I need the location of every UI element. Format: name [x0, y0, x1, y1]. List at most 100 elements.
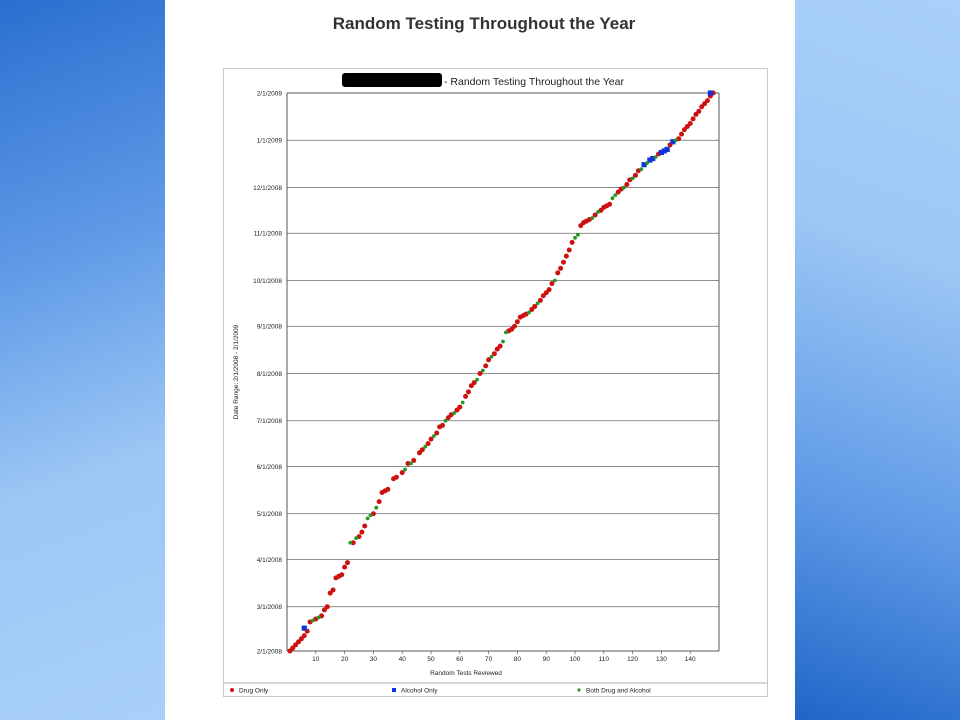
both-point [403, 467, 407, 472]
x-tick-label: 40 [399, 656, 407, 663]
both-point [374, 505, 379, 510]
x-tick-label: 140 [685, 656, 696, 663]
drug-only-point [549, 281, 555, 287]
drug-only-point [342, 564, 348, 570]
both-point [460, 400, 465, 405]
both-point [475, 377, 479, 382]
right-blue-gradient-band [795, 0, 960, 720]
drug-only-point [393, 474, 399, 480]
alcohol-only-point [641, 162, 647, 168]
scatter-chart: - Random Testing Throughout the Year 2/1… [224, 73, 767, 694]
x-tick-label: 10 [312, 656, 320, 663]
redacted-title-prefix [342, 73, 442, 87]
drug-only-point [465, 389, 471, 395]
x-tick-label: 20 [341, 656, 349, 663]
both-point [354, 536, 359, 541]
drug-only-point [301, 633, 307, 639]
drug-only-point [457, 404, 463, 410]
drug-only-point [486, 357, 492, 363]
both-point [610, 196, 615, 201]
both-point [503, 330, 508, 335]
drug-only-point [477, 371, 483, 377]
both-point [452, 411, 456, 416]
chart-frame: - Random Testing Throughout the Year 2/1… [223, 68, 768, 697]
drug-only-point [440, 422, 446, 428]
alcohol-only-point [707, 90, 713, 96]
legend-both-label: Both Drug and Alcohol [586, 687, 651, 694]
drug-only-point [344, 560, 350, 566]
y-tick-label: 2/1/2008 [257, 648, 283, 655]
drug-only-point [687, 120, 693, 126]
drug-only-point [405, 460, 411, 466]
slide: Random Testing Throughout the Year - Ran… [165, 0, 795, 720]
both-point [596, 210, 600, 214]
y-tick-label: 5/1/2008 [257, 511, 283, 518]
drug-only-point [704, 98, 710, 104]
y-tick-label: 7/1/2008 [257, 418, 283, 425]
chart-title: - Random Testing Throughout the Year [444, 76, 624, 88]
both-point [527, 310, 531, 315]
drug-only-point [679, 131, 685, 137]
drug-only-point [607, 201, 613, 207]
y-tick-label: 11/1/2008 [254, 231, 283, 238]
drug-only-point [411, 457, 417, 463]
x-tick-label: 130 [656, 656, 667, 663]
gridlines [287, 92, 719, 652]
drug-only-point [555, 270, 561, 276]
drug-only-point [566, 247, 572, 253]
both-point [316, 615, 321, 620]
drug-only-point [362, 523, 368, 529]
both-point [673, 138, 678, 143]
both-point [365, 516, 370, 521]
x-tick-label: 110 [599, 656, 610, 663]
drug-only-point [514, 319, 520, 325]
both-point [590, 216, 595, 220]
x-tick-label: 70 [485, 656, 493, 663]
both-point [573, 235, 577, 240]
y-tick-labels: 2/1/2008 3/1/2008 4/1/2008 5/1/2008 6/1/2008… [253, 90, 282, 655]
x-tick-label: 120 [627, 656, 638, 663]
x-tick-label: 50 [427, 656, 435, 663]
drug-only-point [376, 499, 382, 505]
drug-only-point [425, 441, 431, 447]
legend-both-marker [577, 688, 581, 692]
alcohol-only-point [301, 625, 307, 631]
drug-only-point [592, 212, 598, 218]
drug-only-point [483, 363, 489, 369]
drug-only-point [560, 259, 566, 265]
drug-only-point [399, 470, 405, 476]
alcohol-only-point [670, 139, 676, 145]
drug-only-point [359, 529, 365, 535]
x-tick-label: 60 [456, 656, 464, 663]
both-point [622, 185, 626, 190]
drug-only-point [497, 343, 503, 349]
y-tick-label: 4/1/2008 [257, 557, 283, 564]
x-tick-label: 90 [543, 656, 551, 663]
drug-only-point [471, 380, 477, 386]
x-axis-label: Random Tests Reviewed [430, 670, 502, 677]
drug-only-point [624, 181, 630, 187]
both-point [639, 167, 644, 172]
both-point [552, 278, 557, 283]
both-point [368, 513, 373, 518]
drug-only-point [558, 265, 564, 271]
alcohol-only-point [647, 157, 653, 163]
drug-only-point [434, 430, 440, 436]
slide-title: Random Testing Throughout the Year [332, 14, 636, 33]
drug-only-point [512, 323, 518, 329]
drug-only-point [330, 587, 336, 593]
x-tick-label: 30 [370, 656, 378, 663]
y-axis-label: Date Range: 2/1/2008 - 2/1/2009 [233, 324, 240, 419]
legend-drug-only-marker [230, 688, 234, 692]
legend-drug-only-label: Drug Only [239, 687, 269, 694]
drug-only-point [385, 486, 391, 492]
drug-only-point [632, 172, 638, 178]
alcohol-only-point [650, 155, 656, 162]
y-tick-label: 6/1/2008 [257, 464, 283, 471]
legend-alcohol-only-marker [392, 688, 396, 692]
both-point [489, 354, 494, 359]
y-tick-label: 8/1/2008 [257, 371, 283, 378]
drug-only-point [696, 108, 702, 114]
both-point [535, 301, 540, 306]
drug-only-point [546, 287, 552, 293]
